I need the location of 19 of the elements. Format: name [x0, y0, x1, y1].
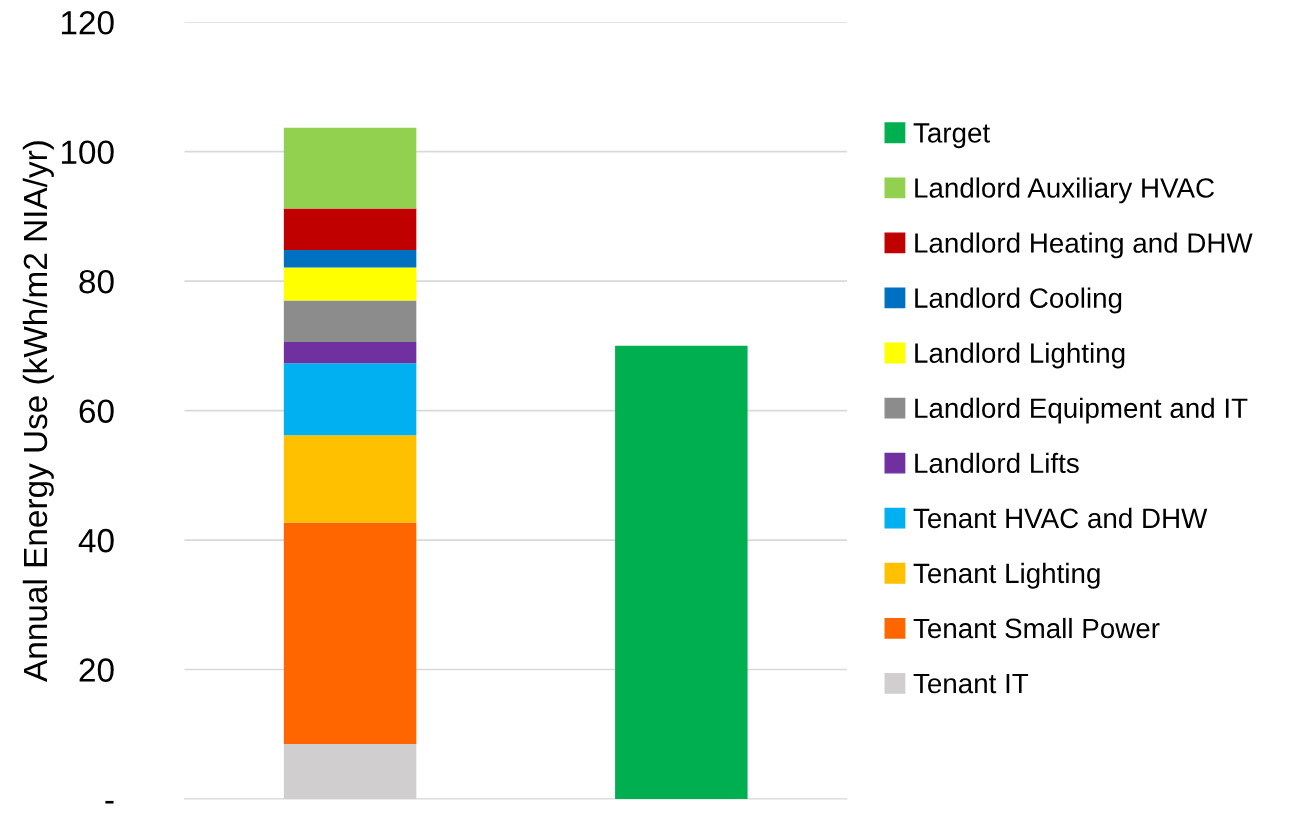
legend-label: Target: [913, 123, 990, 149]
y-tick-label: -: [105, 800, 114, 804]
y-tick-label: 100: [61, 140, 114, 165]
legend-label: Landlord Heating and DHW: [915, 232, 1253, 259]
y-tick-label: 20: [79, 658, 114, 682]
legend-label: Landlord Cooling: [915, 287, 1122, 314]
legend-label: Tenant HVAC and DHW: [913, 507, 1208, 529]
legend-label: Tenant IT: [913, 673, 1029, 694]
legend-label: Landlord Lighting: [915, 342, 1125, 369]
legend-label: Tenant Small Power: [913, 617, 1160, 639]
legend-label: Landlord Lifts: [915, 452, 1079, 474]
legend-label: Tenant Lighting: [913, 562, 1100, 589]
y-axis-title: Annual Energy Use (kWh/m2 NIA/yr): [22, 141, 54, 682]
y-tick-label: 120: [61, 11, 114, 35]
y-tick-label: 80: [79, 269, 114, 294]
y-tick-label: 40: [78, 528, 114, 553]
legend-label: Landlord Equipment and IT: [915, 397, 1248, 424]
y-tick-label: 60: [79, 399, 114, 423]
legend-label: Landlord Auxiliary HVAC: [915, 177, 1215, 204]
